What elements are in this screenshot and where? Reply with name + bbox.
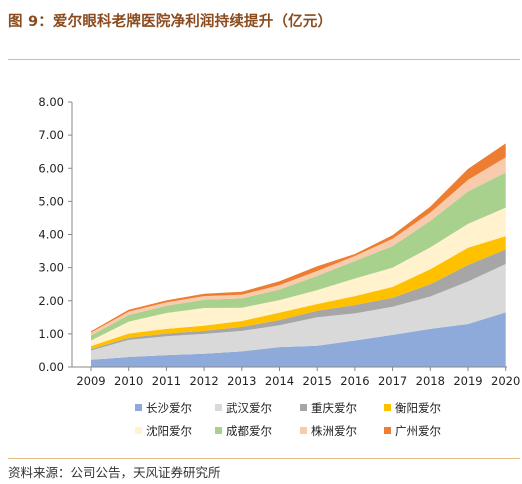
legend-label: 长沙爱尔 bbox=[146, 401, 192, 415]
area-series-5 bbox=[91, 207, 506, 347]
legend-item-6: 成都爱尔 bbox=[215, 424, 272, 438]
y-tick-label: 0.00 bbox=[38, 360, 64, 374]
x-tick-label: 2014 bbox=[265, 374, 294, 388]
y-tick-label: 4.00 bbox=[38, 228, 64, 242]
legend-swatch bbox=[135, 404, 142, 411]
legend-label: 株洲爱尔 bbox=[311, 424, 357, 438]
legend-label: 重庆爱尔 bbox=[311, 401, 357, 415]
legend-label: 衡阳爱尔 bbox=[395, 401, 441, 415]
x-tick-label: 2018 bbox=[416, 374, 445, 388]
legend-item-2: 武汉爱尔 bbox=[215, 401, 272, 415]
chart-title: 图 9：爱尔眼科老牌医院净利润持续提升（亿元） bbox=[8, 14, 333, 30]
area-series-group bbox=[91, 143, 506, 367]
legend-swatch bbox=[215, 404, 222, 411]
legend-label: 广州爱尔 bbox=[395, 424, 441, 438]
stacked-area-chart: 0.00 1.00 2.00 3.00 4.00 5.00 6.00 7.00 8.00 2009… bbox=[38, 95, 520, 438]
x-tick-label: 2019 bbox=[453, 374, 482, 388]
bottom-divider bbox=[8, 458, 520, 459]
x-tick-label: 2011 bbox=[152, 374, 181, 388]
y-tick-label: 8.00 bbox=[38, 95, 64, 109]
legend-label: 沈阳爱尔 bbox=[146, 424, 192, 438]
x-tick-label: 2013 bbox=[227, 374, 256, 388]
legend-label: 成都爱尔 bbox=[226, 424, 272, 438]
legend-swatch bbox=[384, 427, 391, 434]
y-tick-label: 7.00 bbox=[38, 128, 64, 142]
legend-item-4: 衡阳爱尔 bbox=[384, 401, 441, 415]
area-series-1 bbox=[91, 312, 506, 367]
y-tick-label: 5.00 bbox=[38, 194, 64, 208]
y-tick-label: 1.00 bbox=[38, 327, 64, 341]
x-tick-label: 2009 bbox=[76, 374, 105, 388]
x-tick-label: 2015 bbox=[303, 374, 332, 388]
legend-swatch bbox=[300, 427, 307, 434]
legend-item-5: 沈阳爱尔 bbox=[135, 424, 192, 438]
x-tick-label: 2020 bbox=[491, 374, 520, 388]
legend-item-8: 广州爱尔 bbox=[384, 424, 441, 438]
top-divider bbox=[8, 59, 520, 60]
legend-swatch bbox=[135, 427, 142, 434]
x-tick-label: 2012 bbox=[189, 374, 218, 388]
legend-swatch bbox=[384, 404, 391, 411]
x-tick-label: 2010 bbox=[114, 374, 143, 388]
x-tick-label: 2017 bbox=[378, 374, 407, 388]
y-tick-label: 3.00 bbox=[38, 261, 64, 275]
legend-item-3: 重庆爱尔 bbox=[300, 401, 357, 415]
x-tick-label: 2016 bbox=[340, 374, 369, 388]
source-note: 资料来源：公司公告，天风证券研究所 bbox=[8, 465, 221, 480]
legend-swatch bbox=[215, 427, 222, 434]
legend-item-1: 长沙爱尔 bbox=[135, 401, 192, 415]
legend-swatch bbox=[300, 404, 307, 411]
y-tick-label: 6.00 bbox=[38, 161, 64, 175]
y-tick-label: 2.00 bbox=[38, 294, 64, 308]
area-series-2 bbox=[91, 263, 506, 360]
axes-group: 0.00 1.00 2.00 3.00 4.00 5.00 6.00 7.00 8.00 2009… bbox=[38, 95, 520, 388]
legend-label: 武汉爱尔 bbox=[226, 401, 272, 415]
legend-item-7: 株洲爱尔 bbox=[300, 424, 357, 438]
